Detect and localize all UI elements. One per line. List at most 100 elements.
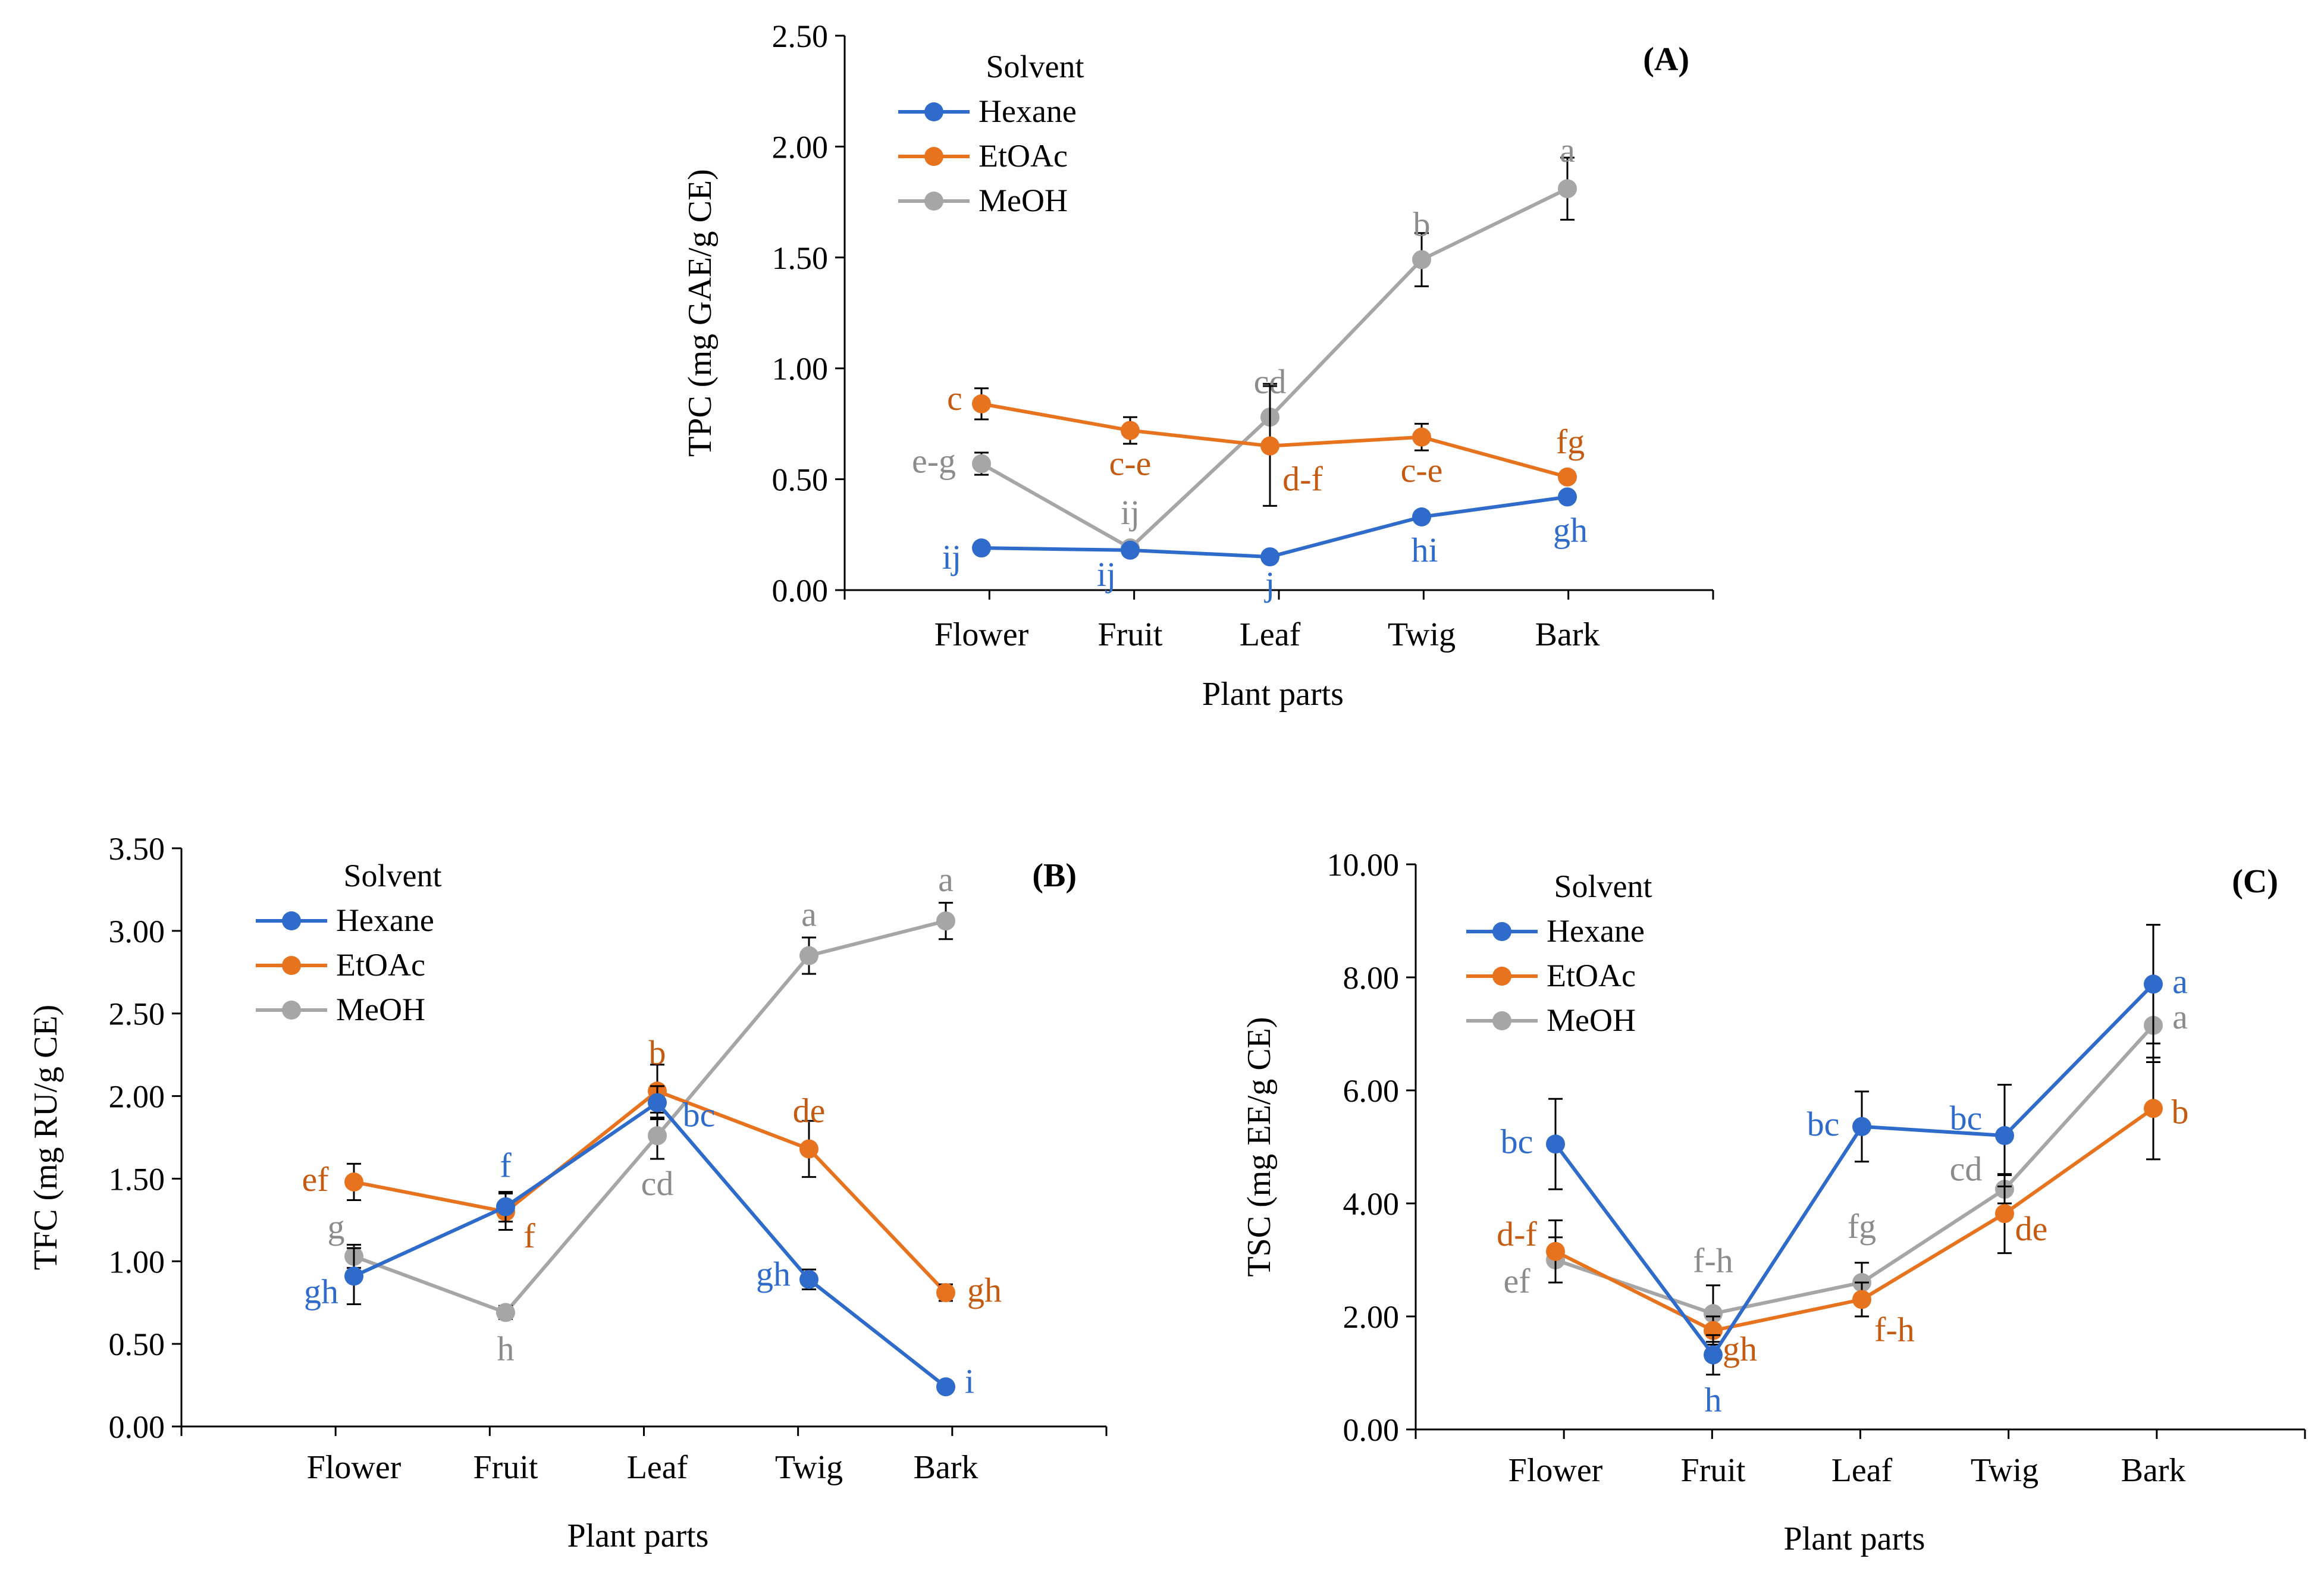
x-tick-label-bark: Bark <box>2121 1452 2186 1489</box>
data-point-etoac-bark <box>2144 1099 2163 1118</box>
legend-label-meoh: MeOH <box>336 992 425 1027</box>
y-tick-label: 3.50 <box>109 831 165 867</box>
data-point-etoac-flower <box>1546 1242 1565 1261</box>
data-point-etoac-twig <box>1995 1204 2014 1223</box>
data-point-etoac-leaf <box>1852 1290 1871 1309</box>
significance-letter-meoh: e-g <box>912 442 956 481</box>
significance-letter-hexane: ij <box>942 538 961 576</box>
significance-letter-etoac: de <box>793 1091 826 1130</box>
significance-letter-etoac: b <box>649 1033 666 1072</box>
x-tick-label-twig: Twig <box>1971 1452 2038 1489</box>
y-tick-label: 2.00 <box>1343 1299 1400 1335</box>
significance-letter-meoh: a <box>801 895 817 934</box>
data-point-etoac-bark <box>1558 468 1577 487</box>
significance-letter-hexane: i <box>965 1362 974 1400</box>
legend-label-hexane: Hexane <box>336 902 434 938</box>
legend-label-meoh: MeOH <box>978 183 1068 218</box>
panel-label: (C) <box>2232 863 2278 900</box>
data-point-etoac-bark <box>936 1283 955 1302</box>
y-tick-label: 0.50 <box>109 1327 165 1362</box>
x-tick-label-leaf: Leaf <box>1831 1452 1893 1489</box>
y-tick-label: 1.50 <box>772 240 829 276</box>
significance-letter-etoac: c-e <box>1401 451 1443 490</box>
data-point-meoh-bark <box>1558 179 1577 198</box>
significance-letter-meoh: g <box>328 1208 345 1246</box>
series-hexane: ij ij jhigh <box>942 487 1588 603</box>
data-point-etoac-twig <box>799 1139 818 1158</box>
data-point-hexane-twig <box>799 1270 818 1289</box>
data-point-hexane-leaf <box>648 1093 667 1112</box>
data-point-meoh-flower <box>972 454 991 474</box>
legend-label-meoh: MeOH <box>1547 1002 1636 1038</box>
legend-swatch-marker-etoac <box>1492 967 1511 986</box>
data-point-meoh-twig <box>1412 250 1431 269</box>
x-tick-label-flower: Flower <box>307 1449 402 1486</box>
data-point-hexane-flower <box>1546 1134 1565 1153</box>
significance-letter-hexane: bc <box>1501 1122 1533 1161</box>
legend-label-etoac: EtOAc <box>336 947 425 983</box>
legend-swatch-marker-hexane <box>924 102 943 121</box>
x-tick-label-twig: Twig <box>775 1449 843 1486</box>
significance-letter-meoh: a <box>2172 998 2188 1036</box>
legend-label-hexane: Hexane <box>978 93 1077 129</box>
significance-letter-etoac: d-f <box>1282 460 1323 498</box>
legend-title: Solvent <box>1554 868 1652 904</box>
x-tick-label-bark: Bark <box>914 1449 978 1486</box>
legend-swatch-marker-meoh <box>282 1001 301 1020</box>
x-tick-label-twig: Twig <box>1388 616 1456 653</box>
data-point-meoh-fruit <box>496 1303 515 1322</box>
panel-label: (A) <box>1643 41 1689 78</box>
significance-letter-meoh: fg <box>1848 1207 1876 1246</box>
significance-letter-hexane: bc <box>1950 1099 1983 1137</box>
legend-swatch-marker-hexane <box>1492 922 1511 941</box>
significance-letter-meoh: h <box>497 1329 515 1368</box>
data-point-hexane-bark <box>1558 487 1577 506</box>
legend-label-etoac: EtOAc <box>1547 958 1636 993</box>
y-tick-label: 1.50 <box>109 1161 165 1197</box>
data-point-meoh-bark <box>936 911 955 930</box>
y-tick-label: 0.50 <box>772 462 829 498</box>
y-axis-title: TFC (mg RU/g CE) <box>27 1005 64 1270</box>
significance-letter-etoac: c-e <box>1109 444 1152 483</box>
y-tick-label: 0.00 <box>1343 1412 1400 1448</box>
data-point-meoh-twig <box>799 946 818 965</box>
y-tick-label: 2.00 <box>109 1079 165 1115</box>
legend-swatch-marker-etoac <box>924 147 943 166</box>
series-line-meoh <box>354 921 946 1312</box>
significance-letter-hexane: gh <box>1553 510 1588 549</box>
series-hexane: bchbc bca <box>1501 925 2188 1419</box>
significance-letter-meoh: ef <box>1503 1262 1530 1300</box>
chart-panel-a: 0.00 0.50 1.00 1.50 2.00 2.50 Flower Fruit Leaf T… <box>682 18 1713 713</box>
significance-letter-etoac: b <box>2172 1092 2189 1131</box>
x-tick-label-fruit: Fruit <box>1681 1452 1746 1489</box>
x-tick-label-flower: Flower <box>1508 1452 1603 1489</box>
legend-swatch-marker-meoh <box>1492 1011 1511 1030</box>
significance-letter-meoh: a <box>938 860 954 899</box>
significance-letter-hexane: a <box>2172 962 2188 1001</box>
series-hexane: ghfbcghi <box>304 1086 974 1400</box>
legend-swatch-marker-hexane <box>282 911 301 930</box>
legend-swatch-marker-etoac <box>282 956 301 975</box>
data-point-etoac-twig <box>1412 428 1431 447</box>
legend-swatch-marker-meoh <box>924 192 943 211</box>
y-tick-label: 6.00 <box>1343 1073 1400 1109</box>
legend: Solvent Hexane EtOAc MeOH <box>898 49 1084 218</box>
figure-canvas: 0.000.501.001.502.002.50Flower Fruit Leaf T… <box>0 0 2324 1574</box>
legend: Solvent Hexane EtOAc MeOH <box>256 858 442 1027</box>
x-tick-label-fruit: Fruit <box>1098 616 1163 653</box>
significance-letter-hexane: bc <box>1807 1105 1840 1143</box>
series-meoh: ef f-h fg cd a <box>1503 989 2187 1342</box>
data-point-meoh-leaf <box>648 1126 667 1145</box>
x-tick-label-flower: Flower <box>934 616 1029 653</box>
legend-title: Solvent <box>343 858 441 893</box>
significance-letter-hexane: ij <box>1097 555 1116 594</box>
x-tick-label-bark: Bark <box>1535 616 1600 653</box>
y-tick-label: 4.00 <box>1343 1186 1400 1222</box>
data-point-hexane-flower <box>344 1266 363 1285</box>
data-point-etoac-leaf <box>1260 437 1279 456</box>
significance-letter-meoh: f-h <box>1693 1241 1733 1280</box>
series-line-meoh <box>1555 1026 2153 1314</box>
significance-letter-meoh: cd <box>641 1164 674 1203</box>
significance-letter-meoh: ij <box>1121 493 1140 532</box>
panel-label: (B) <box>1032 857 1077 894</box>
